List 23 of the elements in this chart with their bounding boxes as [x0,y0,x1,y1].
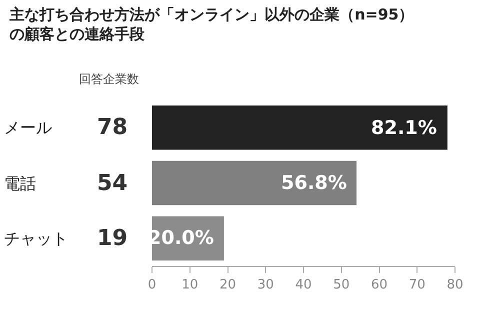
x-tick-label: 10 [182,278,198,293]
y-tick-label: チャット [4,229,68,248]
x-tick-label: 60 [370,278,388,293]
chart-title: 主な打ち合わせ方法が「オンライン」以外の企業（n=95） [8,6,414,24]
chart-subtitle: の顧客との連絡手段 [10,25,146,44]
annotation: 82.1% [371,117,437,139]
bar [152,106,448,150]
x-tick-label: 30 [257,278,274,293]
x-tick-label: 70 [408,278,426,293]
x-tick-label: 50 [333,278,350,293]
data-label: 19 [97,226,128,251]
text: 回答企業数 [79,72,139,86]
bar [152,160,357,206]
data-label: 54 [97,171,128,196]
x-tick-label: 80 [446,278,464,293]
y-tick-label: 電話 [4,174,36,193]
annotation: 20.0% [148,227,214,249]
data-label: 78 [97,115,128,140]
x-tick-label: 20 [219,278,236,293]
y-tick-label: メール [4,118,52,137]
x-tick-label: 40 [295,278,312,293]
x-tick-label: 0 [148,278,156,293]
annotation: 56.8% [281,172,347,194]
